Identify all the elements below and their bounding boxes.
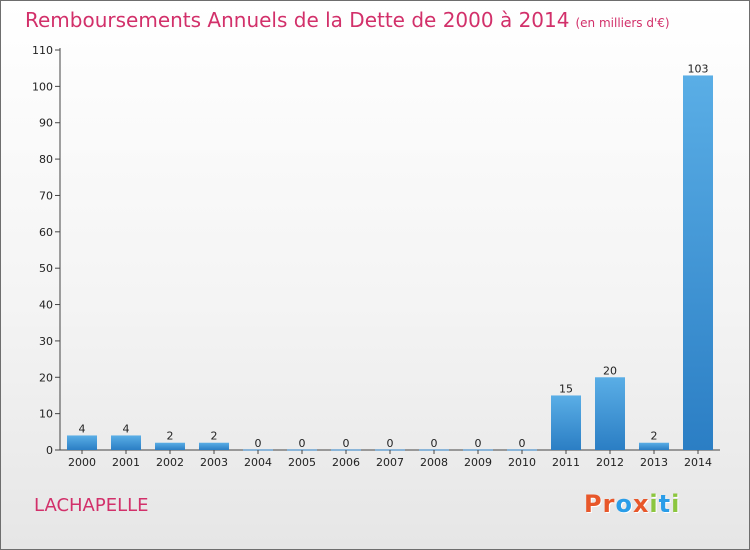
bar-value-label: 20 xyxy=(603,364,617,377)
bar-value-label: 0 xyxy=(255,437,262,450)
bar-value-label: 15 xyxy=(559,382,573,395)
x-tick-label: 2013 xyxy=(640,456,668,469)
bar-value-label: 0 xyxy=(431,437,438,450)
y-tick-label: 80 xyxy=(39,153,53,166)
x-tick-label: 2008 xyxy=(420,456,448,469)
x-tick-label: 2007 xyxy=(376,456,404,469)
x-tick-label: 2004 xyxy=(244,456,272,469)
bar xyxy=(595,377,625,450)
y-tick-label: 40 xyxy=(39,299,53,312)
x-tick-label: 2011 xyxy=(552,456,580,469)
y-tick-label: 0 xyxy=(46,444,53,457)
y-tick-label: 10 xyxy=(39,408,53,421)
bar-value-label: 0 xyxy=(343,437,350,450)
logo-letter: i xyxy=(671,490,681,518)
x-tick-label: 2000 xyxy=(68,456,96,469)
y-tick-label: 90 xyxy=(39,117,53,130)
bar xyxy=(111,435,141,450)
x-tick-label: 2003 xyxy=(200,456,228,469)
y-tick-label: 60 xyxy=(39,226,53,239)
bar-value-label: 0 xyxy=(475,437,482,450)
x-tick-label: 2001 xyxy=(112,456,140,469)
logo-letter: i xyxy=(649,490,659,518)
x-tick-label: 2005 xyxy=(288,456,316,469)
bar xyxy=(639,442,669,450)
bar-value-label: 0 xyxy=(299,437,306,450)
logo-letter: t xyxy=(658,490,672,518)
bar-value-label: 0 xyxy=(387,437,394,450)
chart-unit: (en milliers d'€) xyxy=(575,16,670,30)
x-tick-label: 2006 xyxy=(332,456,360,469)
logo-letter: o xyxy=(615,490,633,518)
x-tick-label: 2012 xyxy=(596,456,624,469)
y-tick-label: 100 xyxy=(32,80,53,93)
bar-value-label: 103 xyxy=(688,62,709,75)
y-tick-label: 20 xyxy=(39,371,53,384)
proxiti-logo: Proxiti xyxy=(584,490,680,518)
bar-value-label: 4 xyxy=(123,422,130,435)
bar-value-label: 4 xyxy=(79,422,86,435)
chart-title: Remboursements Annuels de la Dette de 20… xyxy=(25,8,670,32)
logo-letter: r xyxy=(602,490,616,518)
bar-value-label: 2 xyxy=(651,430,658,443)
bar xyxy=(155,442,185,450)
bar xyxy=(67,435,97,450)
bar xyxy=(199,442,229,450)
logo-letter: x xyxy=(632,490,650,518)
x-tick-label: 2009 xyxy=(464,456,492,469)
bar-value-label: 2 xyxy=(211,430,218,443)
logo-letter: P xyxy=(584,490,603,518)
y-tick-label: 70 xyxy=(39,189,53,202)
bar xyxy=(551,395,581,450)
y-tick-label: 30 xyxy=(39,335,53,348)
bar-value-label: 0 xyxy=(519,437,526,450)
bar-value-label: 2 xyxy=(167,430,174,443)
x-tick-label: 2010 xyxy=(508,456,536,469)
y-tick-label: 110 xyxy=(32,44,53,57)
y-tick-label: 50 xyxy=(39,262,53,275)
chart-title-text: Remboursements Annuels de la Dette de 20… xyxy=(25,8,570,32)
place-name: LACHAPELLE xyxy=(34,495,149,516)
x-tick-label: 2002 xyxy=(156,456,184,469)
x-tick-label: 2014 xyxy=(684,456,712,469)
bar xyxy=(683,75,713,451)
